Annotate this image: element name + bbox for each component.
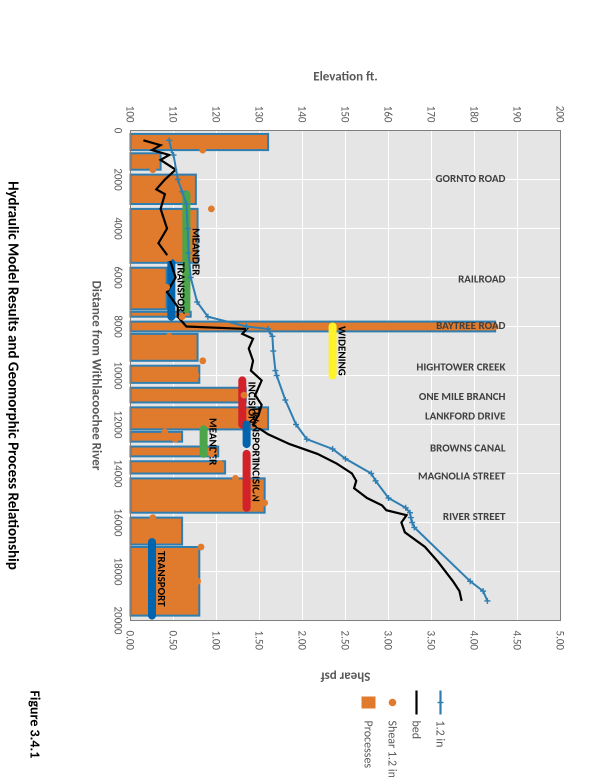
process-label: WIDENING bbox=[335, 326, 348, 376]
process-bar bbox=[130, 365, 199, 382]
ytick-right: 1.00 bbox=[209, 630, 222, 650]
xtick: 10000 bbox=[111, 361, 124, 389]
process-label: TRANSPORT bbox=[155, 551, 168, 607]
legend-label: bed bbox=[408, 720, 422, 739]
xtick: 8000 bbox=[111, 315, 124, 338]
landmark-label: GORNTO ROAD bbox=[435, 171, 505, 184]
ytick-left: 180 bbox=[467, 105, 480, 122]
xtick: 6000 bbox=[111, 266, 124, 289]
ytick-left: 200 bbox=[553, 105, 566, 122]
ytick-left: 160 bbox=[381, 105, 394, 122]
landmark-label: MAGNOLIA STREET bbox=[418, 469, 506, 482]
ytick-right: 1.50 bbox=[252, 630, 265, 650]
legend-label: 1.2 in bbox=[432, 720, 446, 747]
legend-label: Processes bbox=[360, 720, 374, 768]
process-label: TRANSPORT bbox=[249, 406, 262, 462]
ytick-right: 4.00 bbox=[467, 630, 480, 650]
ytick-right: 5.00 bbox=[553, 630, 566, 650]
ytick-left: 170 bbox=[424, 105, 437, 122]
figure-label: Figure 3.4.1 bbox=[26, 690, 43, 758]
process-label: TRANSPORT bbox=[174, 261, 187, 317]
ytick-left: 100 bbox=[123, 105, 136, 122]
ytick-right: 2.50 bbox=[338, 630, 351, 650]
xtick: 20000 bbox=[111, 606, 124, 634]
xtick: 4000 bbox=[111, 217, 124, 240]
ytick-left: 110 bbox=[166, 105, 179, 122]
ytick-right: 0.00 bbox=[123, 630, 136, 650]
landmark-label: LANKFORD DRIVE bbox=[424, 409, 505, 422]
xtick: 2000 bbox=[111, 168, 124, 191]
landmark-label: RAILROAD bbox=[458, 272, 505, 285]
x-axis-label: Distance from Withlacoochee River bbox=[88, 280, 103, 470]
ytick-right: 2.00 bbox=[295, 630, 308, 650]
xtick: 0 bbox=[111, 127, 124, 133]
ytick-right: 3.00 bbox=[381, 630, 394, 650]
xtick: 16000 bbox=[111, 508, 124, 536]
landmark-label: HIGHTOWER CREEK bbox=[416, 360, 505, 373]
ytick-right: 4.50 bbox=[510, 630, 523, 650]
process-bar bbox=[130, 267, 166, 309]
ytick-left: 120 bbox=[209, 105, 222, 122]
process-label: MEANDER bbox=[206, 418, 219, 466]
ytick-left: 140 bbox=[295, 105, 308, 122]
process-bar bbox=[130, 153, 160, 169]
figure-title: Hydraulic Model Results and Geomorphic P… bbox=[3, 181, 21, 570]
legend-swatch bbox=[388, 698, 396, 706]
chart-svg: 1001101201301401501601701801902000200040… bbox=[0, 0, 600, 777]
y-right-label: Shear psf bbox=[319, 668, 370, 683]
legend-swatch bbox=[361, 696, 375, 708]
rotated-chart-container: 1001101201301401501601701801902000200040… bbox=[0, 0, 600, 777]
xtick: 18000 bbox=[111, 557, 124, 585]
legend-label: Shear 1.2 in bbox=[384, 720, 398, 777]
xtick: 12000 bbox=[111, 410, 124, 438]
landmark-label: ONE MILE BRANCH bbox=[418, 390, 505, 403]
landmark-label: RIVER STREET bbox=[442, 510, 505, 523]
ytick-left: 150 bbox=[338, 105, 351, 122]
process-bar bbox=[130, 333, 197, 360]
process-bar bbox=[130, 387, 245, 402]
ytick-left: 130 bbox=[252, 105, 265, 122]
landmark-label: BAYTREE ROAD bbox=[436, 318, 505, 331]
y-left-label: Elevation ft. bbox=[313, 69, 378, 84]
xtick: 14000 bbox=[111, 459, 124, 487]
landmark-label: BROWNS CANAL bbox=[429, 441, 505, 454]
ytick-left: 190 bbox=[510, 105, 523, 122]
page: 1001101201301401501601701801902000200040… bbox=[0, 0, 600, 777]
ytick-right: 3.50 bbox=[424, 630, 437, 650]
ytick-right: 0.50 bbox=[166, 630, 179, 650]
